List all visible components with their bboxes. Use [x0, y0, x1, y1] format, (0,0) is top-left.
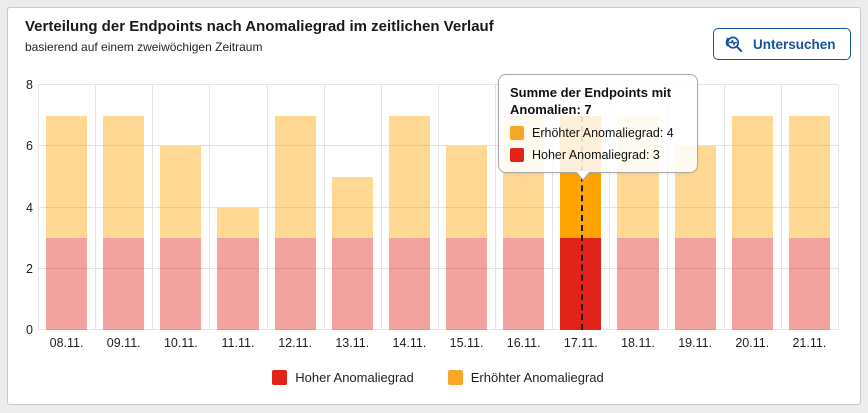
legend-item[interactable]: Erhöhter Anomaliegrad [447, 370, 604, 385]
y-axis-tick-label: 8 [26, 78, 33, 92]
bar-segment-elevated-15.11.[interactable] [445, 146, 488, 239]
x-axis-tick-label: 14.11. [392, 336, 427, 350]
legend-item[interactable]: Hoher Anomaliegrad [272, 370, 414, 385]
bar-segment-high-17.11.[interactable] [560, 238, 602, 330]
legend-swatch [447, 370, 463, 385]
tooltip-title: Summe der Endpoints mit Anomalien: 7 [510, 85, 672, 117]
legend-swatch [272, 370, 288, 385]
tooltip-item-label: Hoher Anomaliegrad: 3 [532, 148, 660, 162]
bar-segment-elevated-20.11.[interactable] [731, 115, 773, 239]
bar-segment-high-19.11.[interactable] [674, 238, 716, 330]
v-gridline [495, 85, 497, 330]
x-axis-tick-label: 13.11. [335, 336, 370, 350]
x-axis-tick-label: 17.11. [563, 336, 598, 350]
y-axis-tick-label: 4 [26, 200, 33, 215]
tooltip-item: Hoher Anomaliegrad: 3 [510, 148, 686, 162]
bar-column-13.11. [324, 85, 381, 330]
bar-segment-elevated-08.11.[interactable] [45, 115, 88, 239]
bar-segment-elevated-11.11.[interactable] [217, 207, 259, 239]
v-gridline [209, 85, 211, 330]
x-axis-tick-label: 08.11. [49, 336, 84, 350]
v-gridline [723, 85, 725, 330]
page-subtitle: basierend auf einem zweiwöchigen Zeitrau… [25, 40, 263, 54]
x-axis-tick-label: 21.11. [792, 336, 827, 350]
bar-column-20.11. [724, 85, 781, 330]
tooltip-swatch [510, 126, 524, 140]
h-gridline [38, 84, 838, 85]
legend-label: Hoher Anomaliegrad [295, 370, 414, 385]
tooltip-caret [575, 171, 591, 181]
bar-segment-high-09.11.[interactable] [103, 238, 145, 330]
x-axis-tick-label: 19.11. [678, 336, 713, 350]
chart-tooltip: Summe der Endpoints mit Anomalien: 7 Erh… [498, 74, 698, 181]
y-axis-tick-label: 0 [26, 323, 33, 337]
bar-column-14.11. [381, 85, 438, 330]
v-gridline [266, 85, 268, 330]
magnifier-pulse-icon [724, 34, 745, 55]
bar-segment-elevated-14.11.[interactable] [388, 115, 430, 239]
v-gridline [609, 85, 611, 330]
bar-segment-elevated-12.11.[interactable] [274, 115, 316, 239]
x-axis: 08.11. 09.11. 10.11. 11.11. 12.11. 13.11. 14.1… [38, 336, 838, 350]
x-axis-tick-label: 18.11. [621, 336, 655, 350]
bar-segment-high-21.11.[interactable] [788, 238, 830, 330]
y-axis-tick-label: 2 [26, 261, 33, 276]
x-axis-tick-label: 10.11. [163, 336, 198, 350]
highlight-dashed-line [580, 115, 583, 330]
bar-segment-elevated-09.11.[interactable] [103, 115, 145, 239]
bar-column-08.11. [38, 85, 95, 330]
bar-column-11.11. [209, 85, 266, 330]
bar-segment-high-15.11.[interactable] [445, 238, 488, 330]
bar-segment-high-08.11.[interactable] [45, 238, 88, 330]
v-gridline [438, 85, 439, 330]
chart-card: Verteilung der Endpoints nach Anomaliegr… [7, 7, 861, 405]
x-axis-tick-label: 09.11. [106, 336, 141, 350]
bar-column-15.11. [438, 85, 495, 330]
bar-segment-elevated-13.11.[interactable] [331, 176, 373, 239]
bar-column-12.11. [267, 85, 324, 330]
bar-segment-elevated-21.11.[interactable] [788, 115, 830, 239]
bar-segment-elevated-10.11.[interactable] [160, 146, 202, 239]
tooltip-item-label: Erhöhter Anomaliegrad: 4 [532, 126, 674, 140]
bar-segment-high-18.11.[interactable] [617, 238, 659, 330]
bar-segment-high-12.11.[interactable] [274, 238, 316, 330]
tooltip-item: Erhöhter Anomaliegrad: 4 [510, 126, 686, 140]
bar-segment-high-14.11.[interactable] [388, 238, 430, 330]
bar-segment-high-13.11.[interactable] [331, 238, 373, 330]
bar-column-10.11. [152, 85, 209, 330]
x-axis-tick-label: 11.11. [221, 336, 255, 350]
chart-legend: Hoher Anomaliegrad Erhöhter Anomaliegrad [38, 370, 838, 385]
x-axis-tick-label: 20.11. [735, 336, 770, 350]
tooltip-swatch [510, 148, 524, 162]
investigate-button[interactable]: Untersuchen [713, 28, 851, 60]
plot-area [38, 84, 839, 330]
bar-column-21.11. [781, 85, 838, 330]
v-gridline [152, 85, 154, 330]
y-axis: 0 2 4 6 8 [8, 78, 33, 337]
bar-segment-high-20.11.[interactable] [731, 238, 773, 330]
v-gridline [95, 85, 97, 330]
bar-column-09.11. [95, 85, 152, 330]
v-gridline [780, 85, 782, 330]
v-gridline [552, 85, 554, 330]
x-axis-tick-label: 12.11. [278, 336, 313, 350]
y-axis-tick-label: 6 [26, 139, 33, 154]
bar-segment-high-16.11.[interactable] [503, 238, 545, 330]
page-title: Verteilung der Endpoints nach Anomaliegr… [25, 18, 494, 35]
bar-segment-high-11.11.[interactable] [217, 238, 259, 330]
v-gridline [380, 85, 382, 330]
x-axis-tick-label: 15.11. [449, 336, 484, 350]
tooltip-rows: Erhöhter Anomaliegrad: 4 Hoher Anomaliegr… [510, 126, 686, 162]
x-axis-tick-label: 16.11. [506, 336, 541, 350]
investigate-button-label: Untersuchen [753, 36, 836, 52]
v-gridline [838, 85, 839, 330]
v-gridline [323, 85, 325, 330]
v-gridline [666, 85, 668, 330]
v-gridline [38, 85, 39, 330]
legend-label: Erhöhter Anomaliegrad [470, 370, 604, 385]
bar-segment-high-10.11.[interactable] [160, 238, 202, 330]
